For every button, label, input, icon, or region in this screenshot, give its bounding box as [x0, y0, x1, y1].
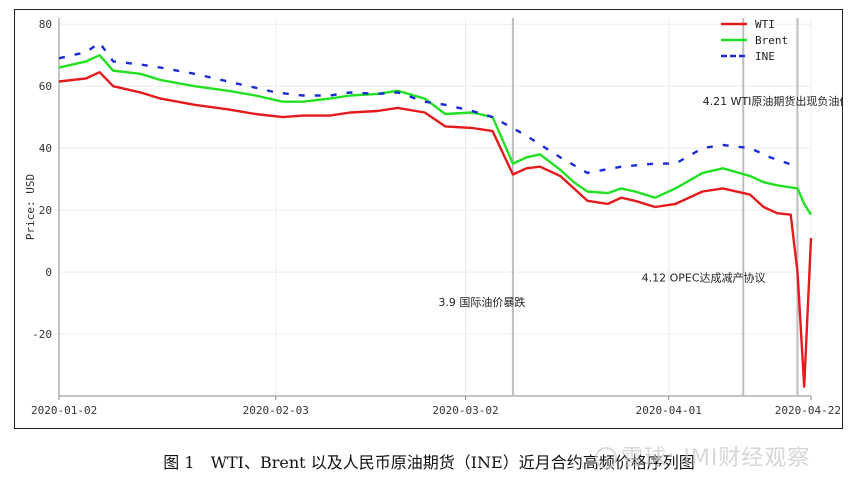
y-tick-label: 40 — [39, 142, 52, 155]
y-tick-label: 80 — [39, 18, 52, 31]
annotation-label: 4.21 WTI原油期货出现负油价 — [703, 94, 842, 108]
annotation-label: 3.9 国际油价暴跌 — [438, 295, 525, 309]
snowball-logo-icon — [595, 447, 617, 469]
series-line-ine — [58, 41, 798, 175]
x-tick-label: 2020-04-01 — [636, 404, 702, 417]
legend-label-brent: Brent — [755, 34, 788, 47]
legend-label-wti: WTI — [755, 18, 775, 31]
y-axis-label: Price: USD — [24, 174, 37, 240]
x-tick-label: 2020-02-03 — [243, 404, 309, 417]
y-tick-label: 0 — [45, 266, 52, 279]
series-line-brent — [58, 54, 813, 216]
price-line-chart: 80 60 40 20 0 -20 2020-01-02 2020-02-03 2020-03-… — [24, 18, 842, 417]
x-tick-label: 2020-03-02 — [432, 404, 498, 417]
figure-caption: 图 1 WTI、Brent 以及人民币原油期货（INE）近月合约高频价格序列图 — [163, 453, 695, 472]
x-tick-label: 2020-04-22 — [775, 404, 841, 417]
series-line-wti — [58, 71, 813, 388]
annotation-label: 4.12 OPEC达成减产协议 — [642, 270, 766, 284]
y-tick-label: 60 — [39, 80, 52, 93]
watermark-text: 雪球: IMI财经观察 — [621, 446, 811, 471]
watermark: 雪球: IMI财经观察 — [595, 440, 810, 472]
chart-frame: 80 60 40 20 0 -20 2020-01-02 2020-02-03 2020-03-… — [14, 9, 843, 429]
y-tick-label: 20 — [39, 204, 52, 217]
legend-label-ine: INE — [755, 50, 775, 63]
x-tick-label: 2020-01-02 — [31, 404, 97, 417]
y-tick-label: -20 — [32, 328, 52, 341]
